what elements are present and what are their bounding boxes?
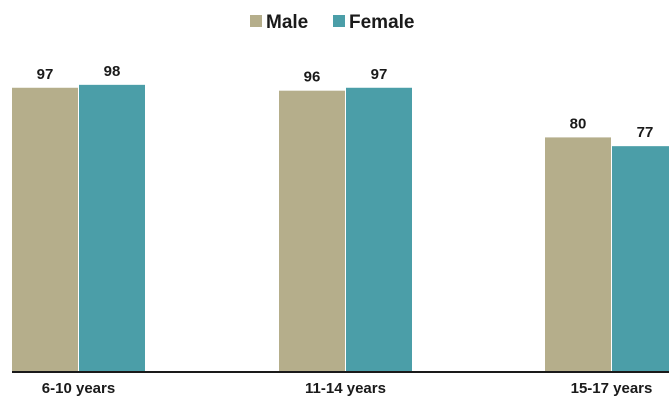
value-labels: 97 98 96 97 80 77 [37,63,654,141]
category-label-11-14-years: 11-14 years [305,380,386,397]
data-label-male-11-14-years: 96 [304,69,321,86]
legend: Male Female [250,12,414,33]
bar-male-11-14-years [279,90,345,372]
data-label-male-6-10-years: 97 [37,66,54,83]
bar-female-6-10-years [79,84,145,371]
bar-male-15-17-years [545,137,611,371]
category-labels: 6-10 years 11-14 years 15-17 years [42,380,653,397]
data-label-male-15-17-years: 80 [570,115,587,132]
bar-female-15-17-years [612,146,669,371]
data-label-female-11-14-years: 97 [371,66,388,83]
legend-swatch-male [250,15,262,27]
legend-swatch-female [333,15,345,27]
category-label-6-10-years: 6-10 years [42,380,115,397]
legend-label-male: Male [266,12,308,33]
bar-female-11-14-years [346,87,412,371]
bar-male-6-10-years [12,87,78,371]
legend-label-female: Female [349,12,414,33]
data-label-female-15-17-years: 77 [637,124,654,141]
data-label-female-6-10-years: 98 [104,63,121,80]
bars [12,84,669,372]
category-label-15-17-years: 15-17 years [571,380,653,397]
